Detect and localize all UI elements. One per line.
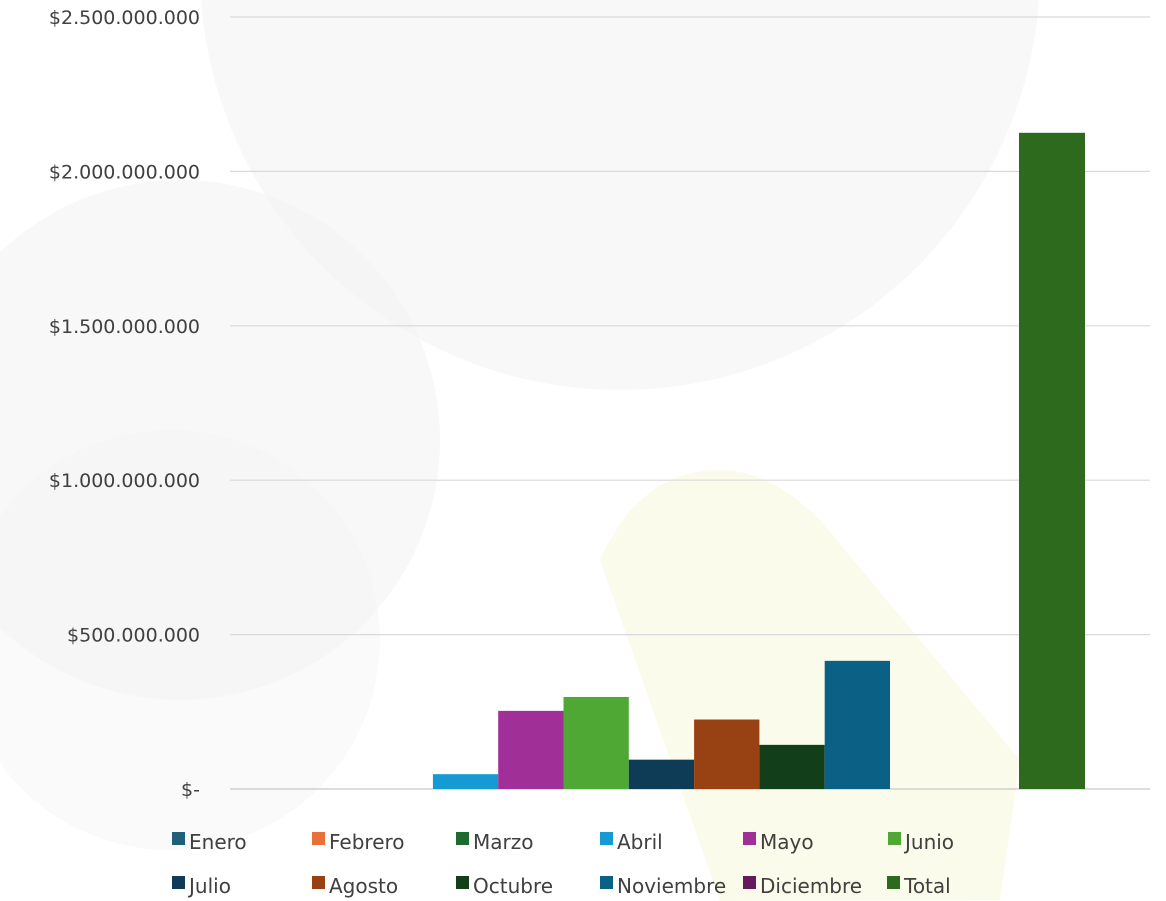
legend-swatch-febrero xyxy=(312,832,325,845)
legend-swatch-agosto xyxy=(312,876,325,889)
legend-label-diciembre: Diciembre xyxy=(760,874,862,898)
legend-swatch-octubre xyxy=(456,876,469,889)
bar-octubre xyxy=(759,744,825,789)
legend-swatch-julio xyxy=(172,876,185,889)
legend-swatch-diciembre xyxy=(743,876,756,889)
legend-swatch-total xyxy=(887,876,900,889)
gridlines xyxy=(230,16,1150,790)
y-tick-label: $1.500.000.000 xyxy=(49,316,200,338)
legend-swatch-junio xyxy=(888,832,901,845)
legend-swatch-enero xyxy=(172,832,185,845)
background-decoration xyxy=(600,470,1020,901)
bar-total xyxy=(1019,132,1085,790)
y-tick-label: $2.000.000.000 xyxy=(49,161,200,183)
bar-abril xyxy=(432,774,499,789)
legend-label-mayo: Mayo xyxy=(760,830,814,854)
legend: Enero Febrero Marzo Abril Mayo Junio Julio Agos… xyxy=(172,830,954,898)
legend-label-total: Total xyxy=(903,874,951,898)
legend-label-julio: Julio xyxy=(187,874,231,898)
legend-label-noviembre: Noviembre xyxy=(617,874,726,898)
y-tick-label: $500.000.000 xyxy=(67,625,200,647)
legend-label-enero: Enero xyxy=(189,830,247,854)
legend-label-octubre: Octubre xyxy=(473,874,553,898)
y-axis-ticks: $- $500.000.000 $1.000.000.000 $1.500.000.0… xyxy=(49,7,200,801)
legend-label-marzo: Marzo xyxy=(473,830,533,854)
y-tick-label: $- xyxy=(181,779,200,801)
legend-label-agosto: Agosto xyxy=(329,874,398,898)
legend-swatch-abril xyxy=(600,832,613,845)
bar-junio xyxy=(563,696,629,789)
legend-swatch-mayo xyxy=(743,832,756,845)
legend-label-junio: Junio xyxy=(903,830,954,854)
bar-mayo xyxy=(498,710,564,789)
legend-swatch-marzo xyxy=(456,832,469,845)
bar-noviembre xyxy=(824,660,890,789)
y-tick-label: $1.000.000.000 xyxy=(49,470,200,492)
bars xyxy=(432,132,1085,790)
y-tick-label: $2.500.000.000 xyxy=(49,7,200,29)
legend-label-febrero: Febrero xyxy=(329,830,405,854)
legend-swatch-noviembre xyxy=(600,876,613,889)
legend-label-abril: Abril xyxy=(617,830,663,854)
bar-julio xyxy=(628,759,695,789)
bar-agosto xyxy=(694,719,760,789)
